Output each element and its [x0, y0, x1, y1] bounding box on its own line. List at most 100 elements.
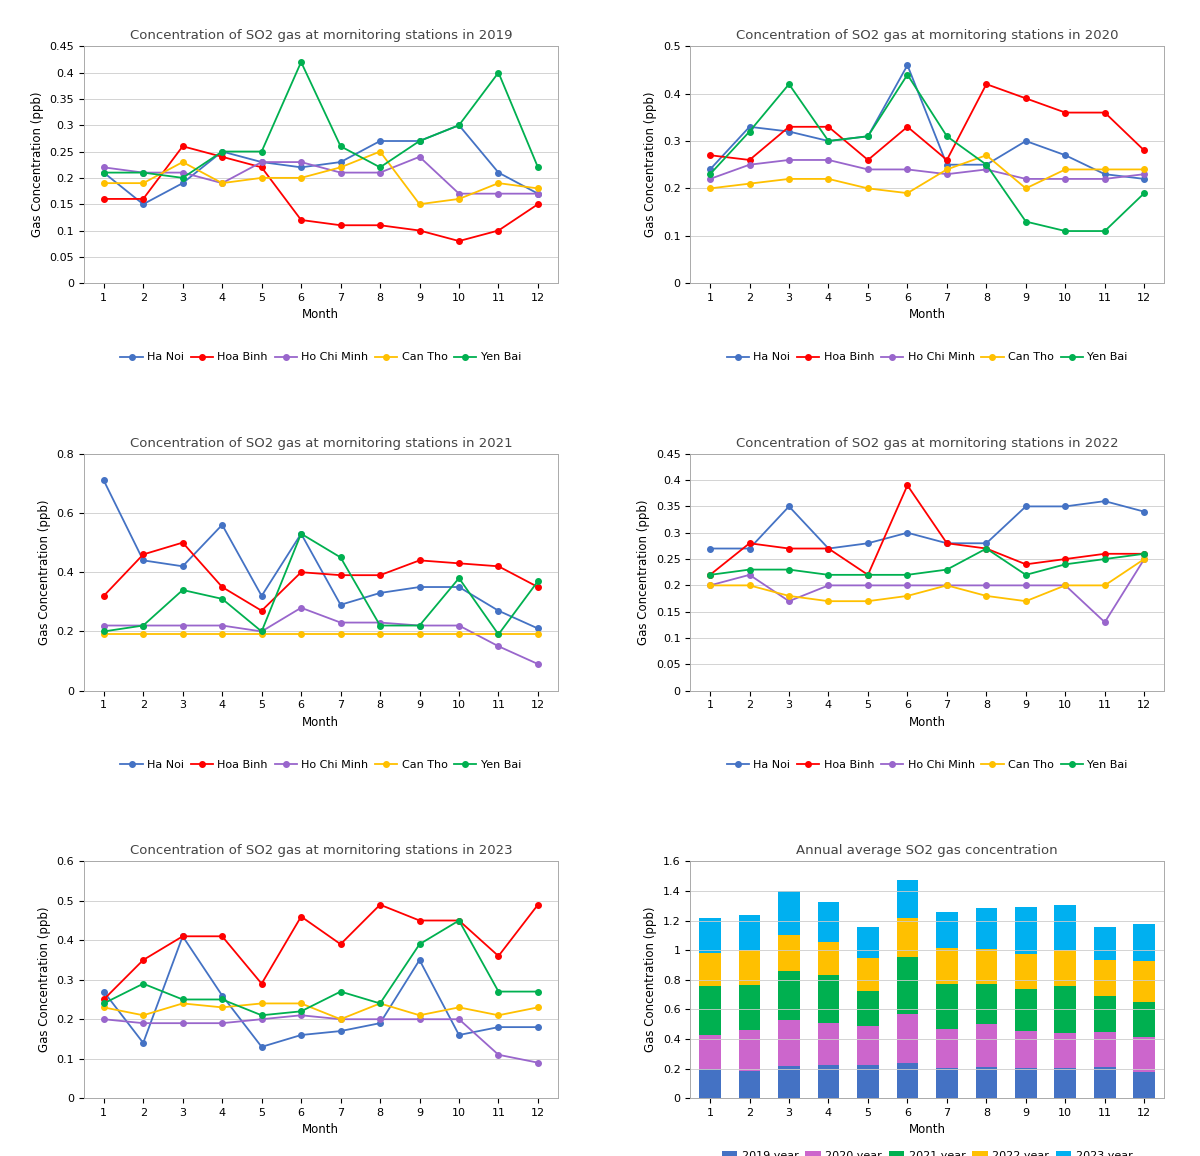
Can Tho — [451, 192, 466, 206]
Can Tho — [743, 578, 757, 592]
Bar — [700, 918, 721, 953]
Line: Can Tho: Can Tho — [101, 1001, 541, 1022]
Bar — [778, 971, 800, 1020]
Hoa Binh — [743, 536, 757, 550]
Can Tho — [294, 628, 308, 642]
Ho Chi Minh — [334, 1013, 348, 1027]
Yen Bai — [175, 171, 190, 185]
Bar — [896, 918, 918, 957]
Hoa Binh — [1098, 547, 1112, 561]
Ha Noi — [703, 542, 718, 556]
Ho Chi Minh — [1098, 172, 1112, 186]
Bar — [817, 941, 839, 975]
Hoa Binh — [979, 77, 994, 91]
Ha Noi — [294, 1028, 308, 1042]
Bar — [1055, 1068, 1076, 1098]
X-axis label: Month: Month — [302, 309, 340, 321]
Bar — [1134, 962, 1156, 1001]
Can Tho — [491, 1008, 505, 1022]
Yen Bai — [413, 618, 427, 632]
Ho Chi Minh — [743, 568, 757, 581]
Can Tho — [530, 628, 545, 642]
Bar — [976, 949, 997, 984]
Line: Ha Noi: Ha Noi — [707, 498, 1147, 551]
Line: Ha Noi: Ha Noi — [101, 123, 541, 207]
Bar — [896, 1064, 918, 1098]
Legend: 2019 year, 2020 year, 2021 year, 2022 year, 2023 year: 2019 year, 2020 year, 2021 year, 2022 ye… — [718, 1147, 1136, 1156]
Y-axis label: Gas Concentration (ppb): Gas Concentration (ppb) — [644, 92, 658, 237]
Ha Noi — [175, 560, 190, 573]
Hoa Binh — [175, 140, 190, 154]
Hoa Binh — [1138, 143, 1152, 157]
Line: Yen Bai: Yen Bai — [101, 59, 541, 180]
Hoa Binh — [743, 153, 757, 166]
Ha Noi — [136, 198, 150, 212]
Yen Bai — [175, 583, 190, 596]
Ha Noi — [1058, 148, 1073, 162]
Ho Chi Minh — [703, 578, 718, 592]
Bar — [739, 914, 761, 949]
Ho Chi Minh — [373, 1013, 388, 1027]
Ho Chi Minh — [175, 165, 190, 179]
Can Tho — [1138, 163, 1152, 177]
Can Tho — [294, 171, 308, 185]
Hoa Binh — [451, 913, 466, 927]
Hoa Binh — [1138, 547, 1152, 561]
Can Tho — [703, 181, 718, 195]
Ha Noi — [782, 499, 797, 513]
Hoa Binh — [491, 223, 505, 237]
Hoa Binh — [491, 560, 505, 573]
Yen Bai — [175, 993, 190, 1007]
X-axis label: Month: Month — [908, 716, 946, 729]
Can Tho — [900, 186, 914, 200]
Ha Noi — [334, 598, 348, 612]
Ha Noi — [136, 1036, 150, 1050]
Legend: Ha Noi, Hoa Binh, Ho Chi Minh, Can Tho, Yen Bai: Ha Noi, Hoa Binh, Ho Chi Minh, Can Tho, … — [722, 756, 1132, 775]
Yen Bai — [215, 993, 229, 1007]
Ho Chi Minh — [1138, 553, 1152, 566]
Bar — [739, 949, 761, 985]
Ho Chi Minh — [294, 155, 308, 169]
Ha Noi — [451, 118, 466, 132]
Bar — [976, 984, 997, 1024]
Hoa Binh — [1058, 105, 1073, 119]
Bar — [700, 953, 721, 986]
Ha Noi — [451, 1028, 466, 1042]
Yen Bai — [703, 168, 718, 181]
Bar — [936, 1030, 958, 1068]
Ha Noi — [254, 1040, 269, 1054]
Yen Bai — [900, 68, 914, 82]
Ho Chi Minh — [136, 165, 150, 179]
Ho Chi Minh — [782, 153, 797, 166]
Hoa Binh — [373, 218, 388, 232]
Ho Chi Minh — [451, 618, 466, 632]
Can Tho — [215, 176, 229, 190]
Hoa Binh — [175, 535, 190, 549]
Bar — [778, 1066, 800, 1098]
Bar — [857, 927, 878, 958]
Line: Yen Bai: Yen Bai — [707, 546, 1147, 578]
Can Tho — [782, 588, 797, 602]
Ha Noi — [940, 157, 954, 171]
Line: Ha Noi: Ha Noi — [101, 477, 541, 631]
Ho Chi Minh — [254, 155, 269, 169]
Ha Noi — [703, 163, 718, 177]
Bar — [976, 1024, 997, 1067]
Bar — [1015, 988, 1037, 1031]
Hoa Binh — [294, 910, 308, 924]
Bar — [857, 1025, 878, 1065]
Bar — [1094, 961, 1116, 996]
Hoa Binh — [96, 192, 110, 206]
Ho Chi Minh — [136, 618, 150, 632]
Ho Chi Minh — [821, 578, 835, 592]
Hoa Binh — [136, 192, 150, 206]
Ha Noi — [373, 134, 388, 148]
Bar — [1015, 906, 1037, 954]
Hoa Binh — [96, 993, 110, 1007]
Ha Noi — [1098, 495, 1112, 509]
Ha Noi — [294, 161, 308, 175]
Ha Noi — [1019, 134, 1033, 148]
Can Tho — [254, 996, 269, 1010]
Ho Chi Minh — [334, 165, 348, 179]
Yen Bai — [979, 157, 994, 171]
